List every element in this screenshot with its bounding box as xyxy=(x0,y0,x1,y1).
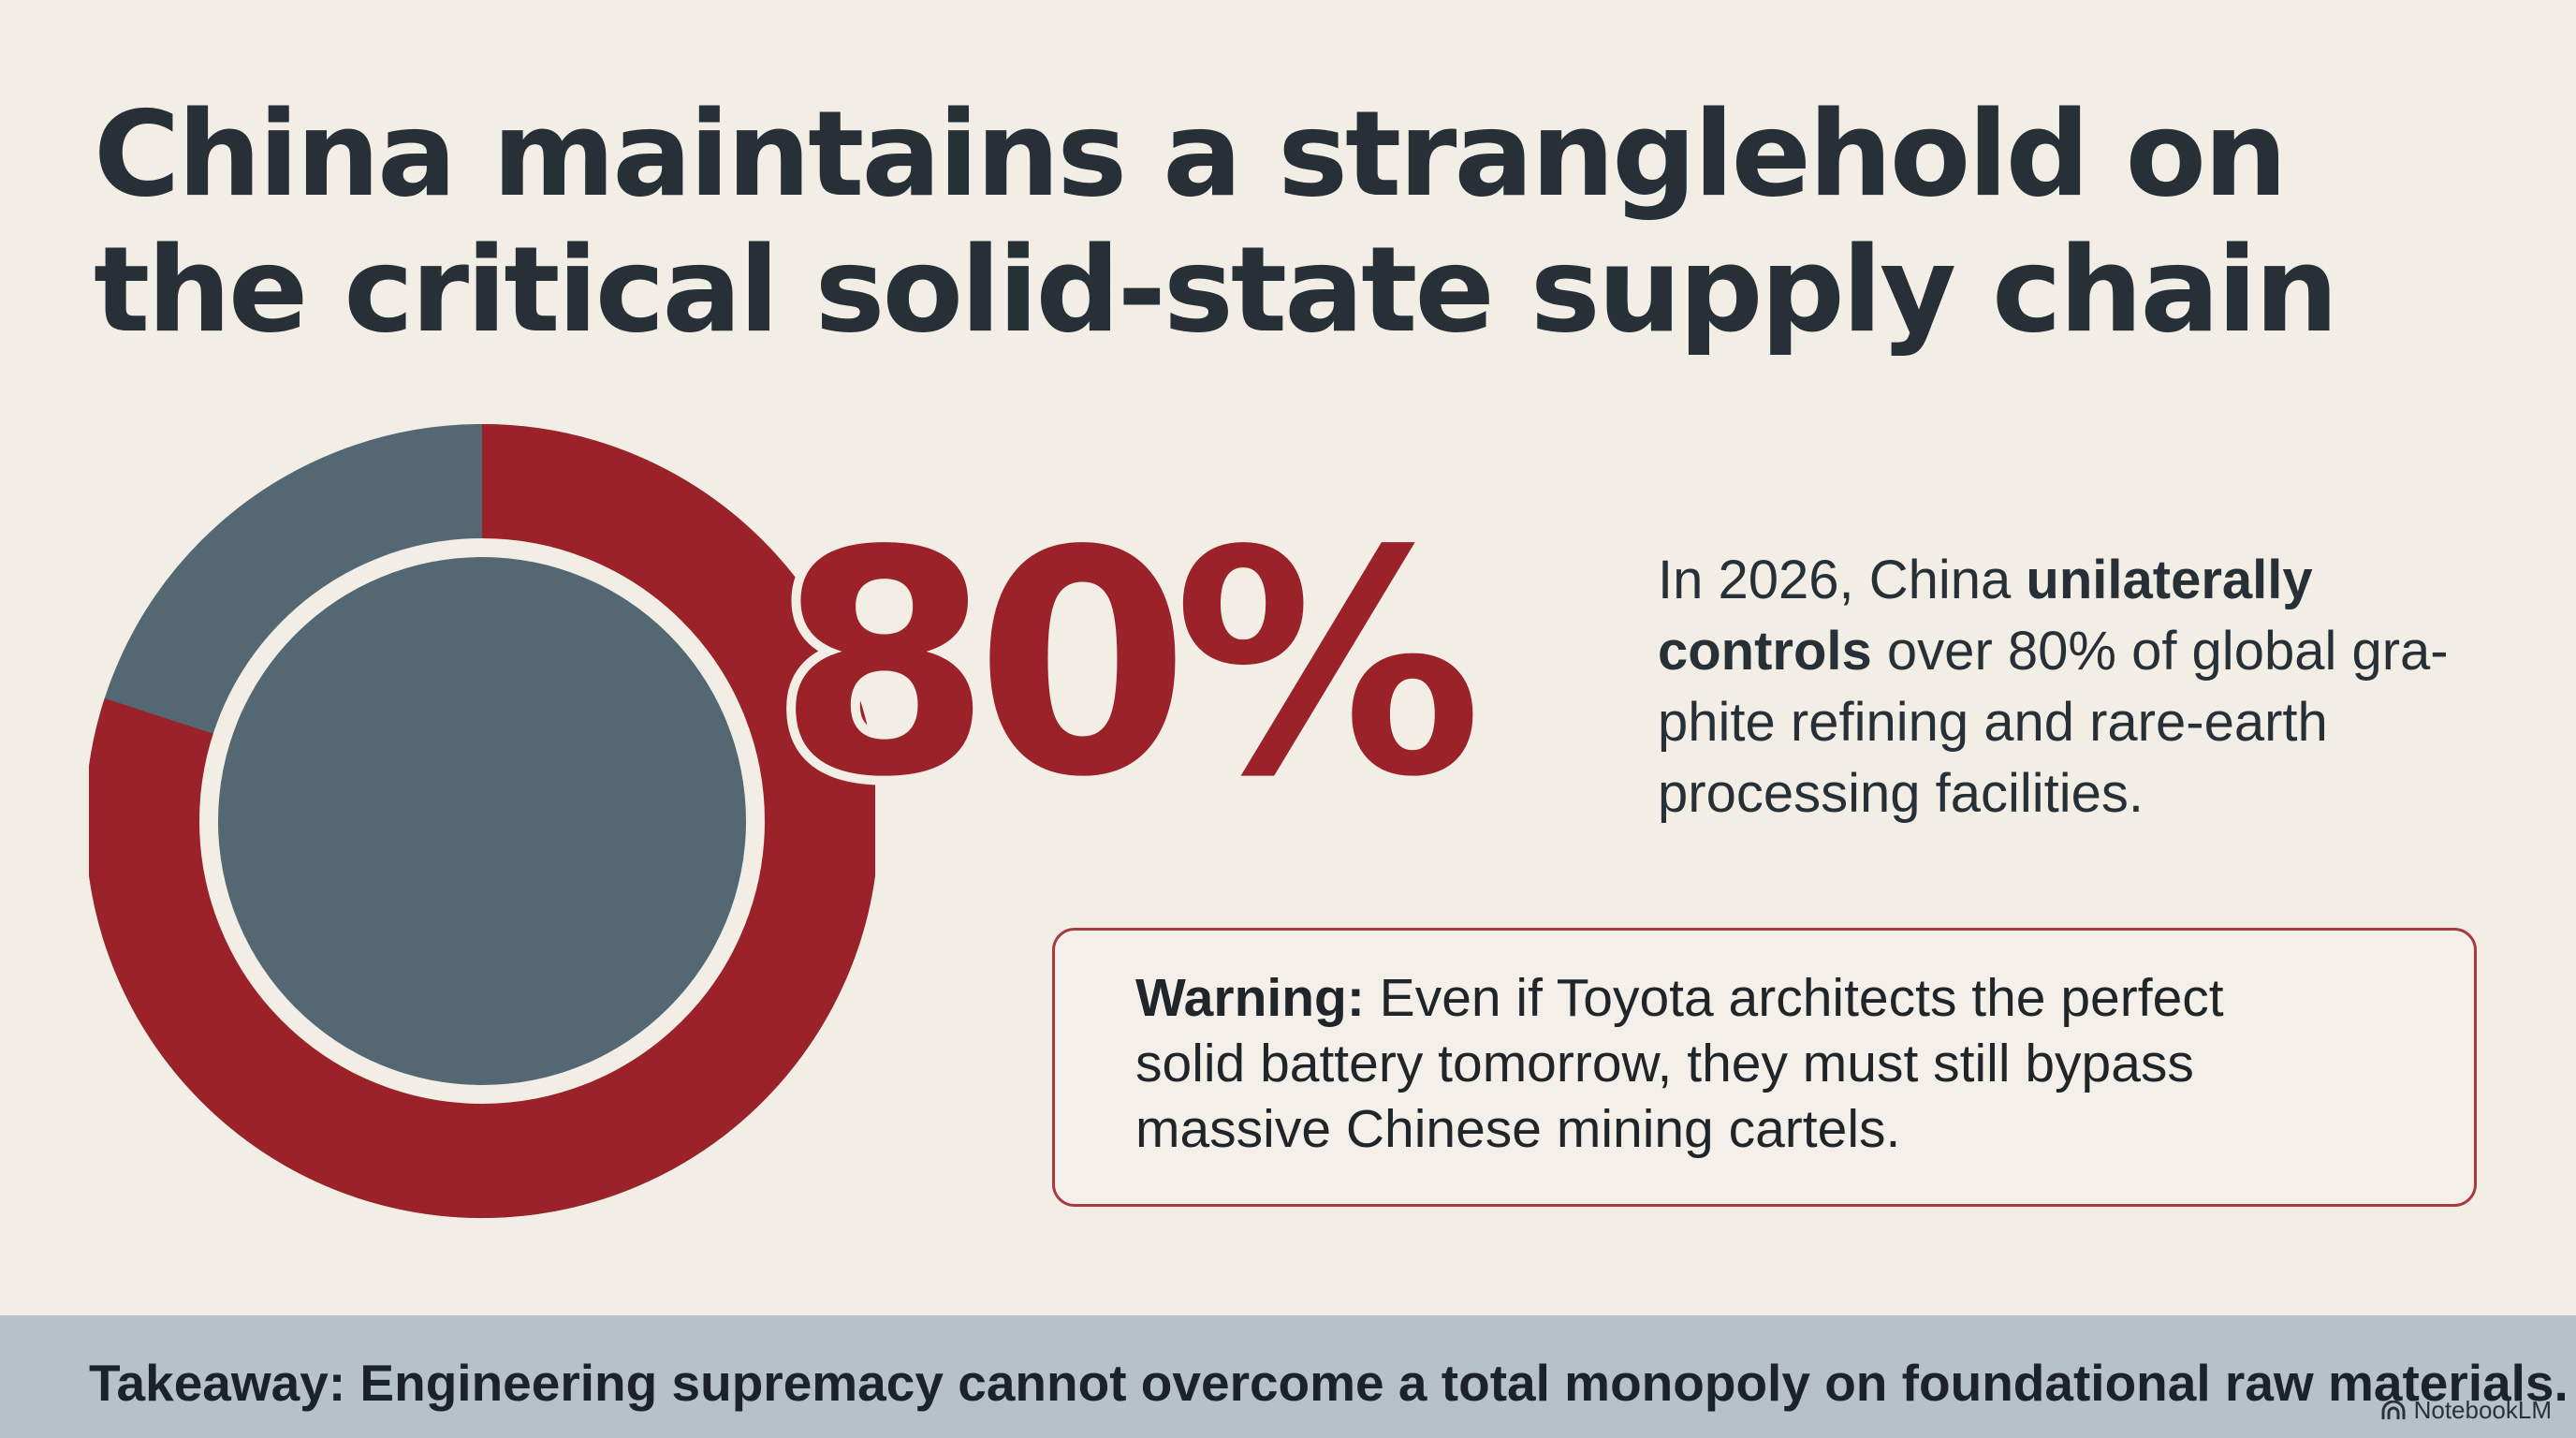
warning-line-1: Even if Toyota architects the perfect xyxy=(1364,968,2224,1028)
warning-callout: Warning: Even if Toyota architects the p… xyxy=(1052,928,2477,1207)
stat-description-line-2: over 80% of global gra- xyxy=(1871,621,2449,682)
warning-label: Warning: xyxy=(1135,968,1365,1028)
stat-description-line-4: processing facilities. xyxy=(1658,763,2144,824)
warning-text: Warning: Even if Toyota architects the p… xyxy=(1135,965,2427,1162)
stat-description-line-3: phite refining and rare-earth xyxy=(1658,692,2328,753)
slide-title-line-2: the critical solid-state supply chain xyxy=(94,221,2338,359)
donut-core xyxy=(218,557,746,1085)
brand-badge: NotebookLM xyxy=(2380,1396,2552,1425)
warning-line-2: solid battery tomorrow, they must still … xyxy=(1135,1034,2194,1093)
notebooklm-logo-icon xyxy=(2381,1400,2406,1419)
donut-inner-ring xyxy=(199,538,765,1104)
stat-intro: In 2026, China xyxy=(1658,550,2027,610)
big-stat-value: 80% xyxy=(768,485,1492,844)
donut-share-slice xyxy=(89,424,875,1218)
brand-name: NotebookLM xyxy=(2413,1396,2552,1424)
stat-emphasis-1: unilaterally xyxy=(2026,550,2313,610)
takeaway-text: Takeaway: Engineering supremacy cannot o… xyxy=(89,1354,2569,1412)
slide-title: China maintains a stranglehold on the cr… xyxy=(94,86,2434,358)
stat-description: In 2026, China unilaterally controls over… xyxy=(1658,545,2538,829)
slide-title-line-1: China maintains a stranglehold on xyxy=(94,85,2288,223)
stat-emphasis-2: controls xyxy=(1658,621,1872,682)
share-donut-chart xyxy=(89,424,875,1218)
warning-line-3: massive Chinese mining cartels. xyxy=(1135,1099,1901,1159)
takeaway-band: Takeaway: Engineering supremacy cannot o… xyxy=(0,1315,2576,1438)
